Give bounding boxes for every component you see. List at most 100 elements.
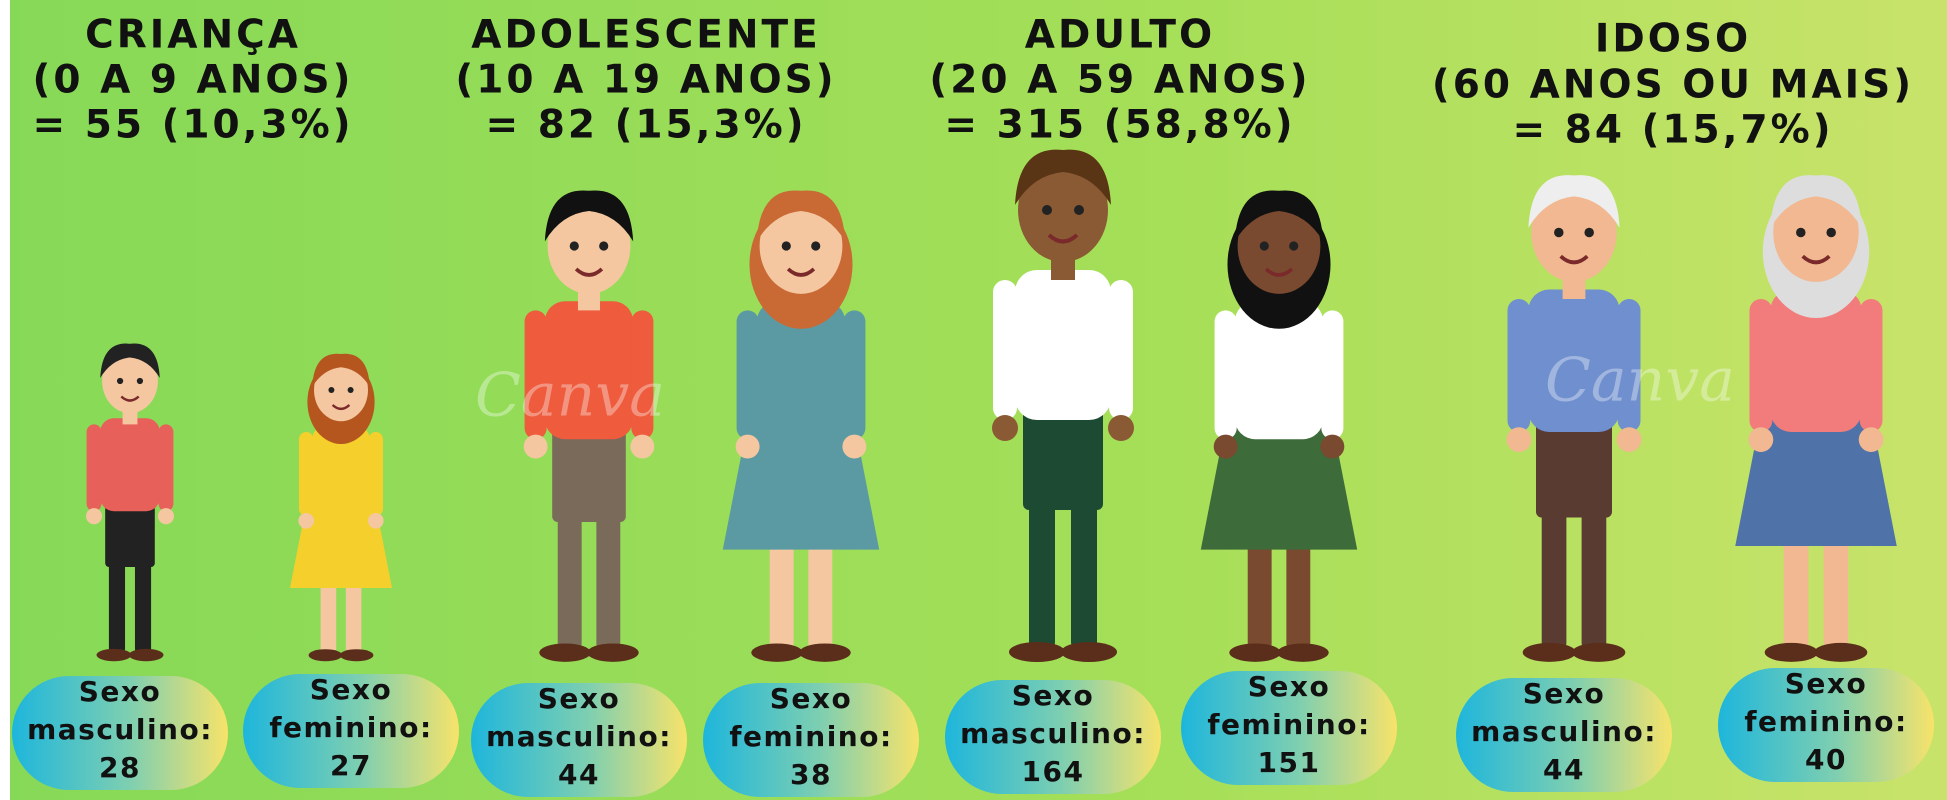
figure [992,149,1134,662]
torso [100,418,160,512]
figure [523,190,655,662]
head [547,198,631,294]
sex-count: 44 [558,758,600,791]
sex-count: 28 [99,751,141,784]
figure [1506,175,1642,662]
group-title: CRIANÇA [85,13,301,58]
group-title: = 55 (10,3%) [32,103,353,148]
arm [631,310,654,440]
group-title: ADOLESCENTE [471,13,820,58]
hair [756,190,846,242]
group-title: = 84 (15,7%) [1512,108,1833,153]
sex-badge [243,674,459,788]
eye [811,241,821,251]
eye [599,241,609,251]
eye [1289,241,1299,251]
eye [328,387,335,393]
figure [290,353,392,662]
head [1018,158,1108,262]
shoe [308,649,343,662]
head [1531,183,1617,282]
hand [157,508,175,525]
eye [347,387,354,393]
mouth [120,395,140,402]
eye [1584,227,1594,238]
group-title: = 82 (15,3%) [485,103,806,148]
hand [1108,415,1134,441]
hand [735,434,760,459]
hand [1506,427,1532,452]
group-title: = 315 (58,8%) [944,103,1295,148]
eye [781,241,791,251]
eye [1796,227,1806,238]
hand [1748,427,1774,452]
eye [1554,227,1564,238]
pants [1536,413,1612,518]
sex-count: 27 [330,749,372,782]
sex-badge [703,683,919,797]
arm [1617,298,1641,432]
arm [843,310,866,440]
sex-count: 40 [1805,743,1847,776]
group-title: (10 A 19 ANOS) [455,58,836,103]
arm [1749,298,1773,432]
watermark: Canva [1545,346,1735,416]
sex-count: 151 [1258,746,1321,779]
sex-count: Sexo [1248,670,1330,703]
head [1237,198,1321,294]
arm [86,424,102,512]
figure [1200,190,1358,662]
sex-badge [1718,668,1934,782]
torso [1234,301,1324,440]
torso [1528,289,1620,432]
group-title: (0 A 9 ANOS) [33,58,354,103]
sex-count: Sexo [79,675,161,708]
hand [992,415,1018,441]
sex-count: masculino: [27,713,213,746]
hand [1213,434,1238,459]
shoe [799,643,851,662]
hair [312,353,370,387]
arm [1321,310,1344,440]
hand [523,434,548,459]
group-title: ADULTO [1025,13,1215,58]
torso [1015,270,1111,420]
arm [524,310,547,440]
arm [368,432,383,516]
sex-count: Sexo [310,673,392,706]
group-title: (60 ANOS OU MAIS) [1432,63,1914,108]
sex-count: Sexo [538,682,620,715]
sex-count: masculino: [1471,715,1657,748]
torso [312,426,370,516]
sex-badge [12,676,228,790]
shoe [1229,643,1281,662]
arm [1109,280,1133,420]
shoe [1522,642,1576,662]
group-title: (20 A 59 ANOS) [929,58,1310,103]
eye [1074,205,1084,215]
torso [756,301,846,440]
mouth [1801,254,1831,265]
figure [722,190,880,662]
mouth [1047,233,1079,244]
shoe [539,643,591,662]
arm [1214,310,1237,440]
mouth [1559,254,1589,265]
hand [842,434,867,459]
shoe [1277,643,1329,662]
shoe [1061,642,1117,662]
shoe [1009,642,1065,662]
shoe [96,648,132,662]
head [1773,183,1859,282]
shoe [339,649,374,662]
eye [569,241,579,251]
hand [1320,434,1345,459]
shoe [1764,642,1818,662]
sex-count: Sexo [1785,667,1867,700]
hand [1858,427,1884,452]
watermark: Canva [475,361,665,431]
arm [736,310,759,440]
arm [158,424,174,512]
mouth [574,267,604,277]
hair [1528,175,1620,228]
